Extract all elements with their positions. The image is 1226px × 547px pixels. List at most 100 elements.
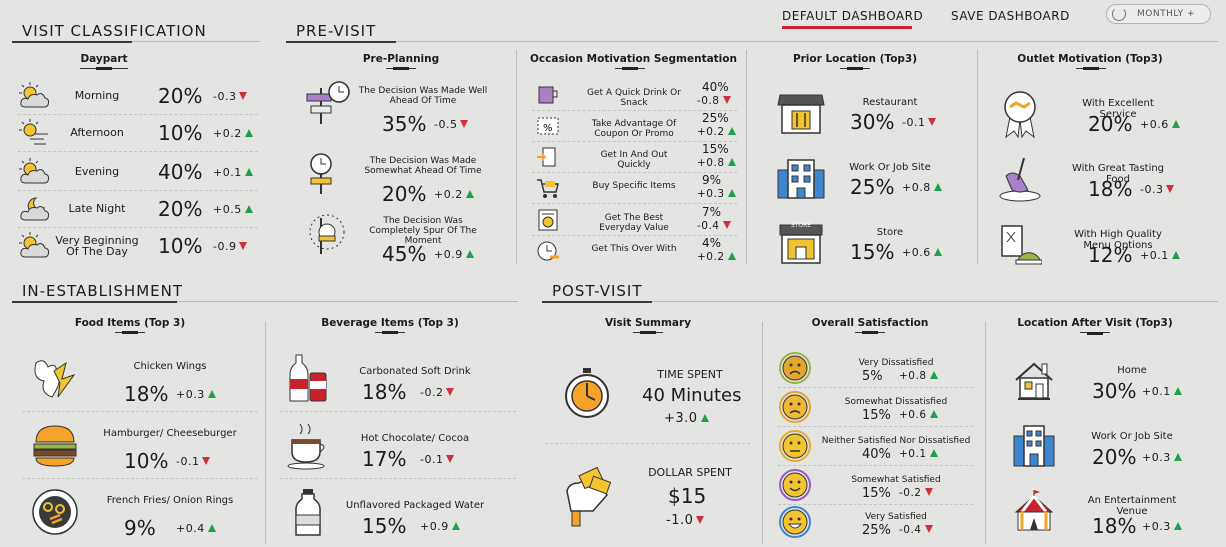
satisfaction-delta: +0.1 <box>899 448 938 460</box>
satisfaction-value: 25% <box>862 523 891 538</box>
panel-title-prior: Prior Location (Top3) <box>792 53 918 65</box>
outlet-value: 18% <box>1088 177 1133 201</box>
row-separator <box>280 411 516 412</box>
panel-title-summary: Visit Summary <box>604 317 692 329</box>
chicken-wings-icon <box>30 353 80 403</box>
moon-cloud-icon <box>16 194 52 224</box>
after-value: 20% <box>1092 445 1137 469</box>
panel-underline-knob <box>1087 332 1103 335</box>
time-spent-value: 40 Minutes <box>642 385 742 406</box>
soda-bottle-can-icon <box>286 353 330 403</box>
food-value: 9% <box>124 516 156 540</box>
svg-text:%: % <box>543 123 553 134</box>
beverage-value: 15% <box>362 514 407 538</box>
occasion-value: 15% <box>702 142 729 156</box>
satisfaction-face-icon <box>779 430 811 462</box>
section-rule <box>542 301 652 303</box>
onion-rings-icon <box>30 487 80 537</box>
store-icon <box>776 221 826 265</box>
beverage-value: 17% <box>362 447 407 471</box>
dollar-spent-label: DOLLAR SPENT <box>648 466 732 479</box>
satisfaction-value: 15% <box>862 408 891 423</box>
after-label: Home <box>1117 365 1147 376</box>
preplanning-value: 20% <box>382 182 427 206</box>
panel-divider <box>762 322 763 544</box>
occasion-delta: -0.8 <box>697 95 731 107</box>
row-separator <box>545 443 750 444</box>
cart-icon <box>535 176 561 200</box>
daypart-value: 20% <box>158 84 203 108</box>
occasion-delta: +0.8 <box>697 157 736 169</box>
panel-title-preplanning: Pre-Planning <box>362 53 440 65</box>
after-value: 30% <box>1092 379 1137 403</box>
panel-title-beverage: Beverage Items (Top 3) <box>321 317 459 329</box>
period-selector[interactable]: MONTHLY + <box>1106 4 1211 24</box>
occasion-value: 7% <box>702 205 722 219</box>
panel-underline-knob <box>1083 67 1099 70</box>
outlet-label: With Excellent Service <box>1082 98 1154 120</box>
section-title-pre-visit: PRE-VISIT <box>296 22 377 40</box>
daypart-delta: +0.5 <box>213 203 253 216</box>
food-delta: -0.1 <box>176 455 210 468</box>
after-delta: +0.1 <box>1142 385 1182 398</box>
preplanning-label: The Decision Was Made Well Ahead Of Time <box>358 86 488 106</box>
satisfaction-value: 5% <box>862 369 883 384</box>
food-value: 10% <box>124 449 169 473</box>
time-spent-delta: +3.0 <box>664 411 709 426</box>
occasion-label: Get A Quick Drink Or Snack <box>587 88 681 108</box>
occasion-value: 9% <box>702 173 722 187</box>
panel-underline-knob <box>640 331 656 334</box>
signpost-clock-icon <box>305 80 353 128</box>
office-building-icon <box>1012 424 1056 468</box>
panel-title-occasion: Occasion Motivation Segmentation <box>530 53 737 65</box>
outlet-delta: +0.1 <box>1140 249 1180 262</box>
panel-title-outlet: Outlet Motivation (Top3) <box>1017 53 1163 65</box>
satisfaction-label: Neither Satisfied Nor Dissatisfied <box>821 436 971 446</box>
door-exit-icon <box>535 145 561 169</box>
beverage-label: Hot Chocolate/ Cocoa <box>360 433 470 444</box>
preplanning-label: The Decision Was Completely Spur Of The … <box>369 216 477 246</box>
panel-underline-knob <box>96 67 112 70</box>
sun-wind-icon <box>16 118 52 148</box>
food-value: 18% <box>124 382 169 406</box>
beverage-label: Unflavored Packaged Water <box>345 500 485 511</box>
daypart-label: Very Beginning Of The Day <box>55 234 139 258</box>
section-rule <box>396 41 1218 42</box>
panel-divider <box>977 50 978 264</box>
save-dashboard-button[interactable]: SAVE DASHBOARD <box>951 9 1070 23</box>
panel-underline-knob <box>382 331 398 334</box>
daypart-delta: -0.3 <box>213 90 247 103</box>
panel-title-daypart: Daypart <box>80 53 128 65</box>
after-value: 18% <box>1092 514 1137 538</box>
plate-fork-icon <box>998 154 1042 204</box>
restaurant-icon <box>776 91 826 135</box>
row-separator <box>22 478 258 479</box>
store-sign-text: STORE <box>790 222 812 229</box>
daypart-label: Morning <box>74 89 120 102</box>
outlet-label: With High Quality Menu Options <box>1074 229 1162 251</box>
sun-cloud-icon <box>16 157 52 187</box>
receipt-dollar-icon <box>535 208 561 232</box>
occasion-delta: +0.3 <box>697 188 736 200</box>
satisfaction-label: Somewhat Dissatisfied <box>844 397 948 407</box>
outlet-value: 12% <box>1088 243 1133 267</box>
satisfaction-face-icon <box>779 469 811 501</box>
hamburger-icon <box>30 420 80 470</box>
daypart-delta: +0.2 <box>213 127 253 140</box>
satisfaction-label: Very Dissatisfied <box>858 358 934 368</box>
default-dashboard-button[interactable]: DEFAULT DASHBOARD <box>782 9 924 23</box>
daypart-label: Late Night <box>68 202 126 215</box>
satisfaction-delta: -0.4 <box>899 524 933 536</box>
section-rule <box>652 301 1218 302</box>
prior-label: Store <box>876 227 904 238</box>
section-rule <box>177 301 518 302</box>
satisfaction-label: Very Satisfied <box>865 512 927 522</box>
row-separator <box>532 172 737 173</box>
panel-title-food: Food Items (Top 3) <box>74 317 186 329</box>
preplanning-delta: +0.9 <box>434 248 474 261</box>
beverage-delta: -0.1 <box>420 453 454 466</box>
circus-tent-icon <box>1012 488 1056 532</box>
row-separator <box>532 110 737 111</box>
occasion-value: 25% <box>702 111 729 125</box>
daypart-value: 10% <box>158 121 203 145</box>
